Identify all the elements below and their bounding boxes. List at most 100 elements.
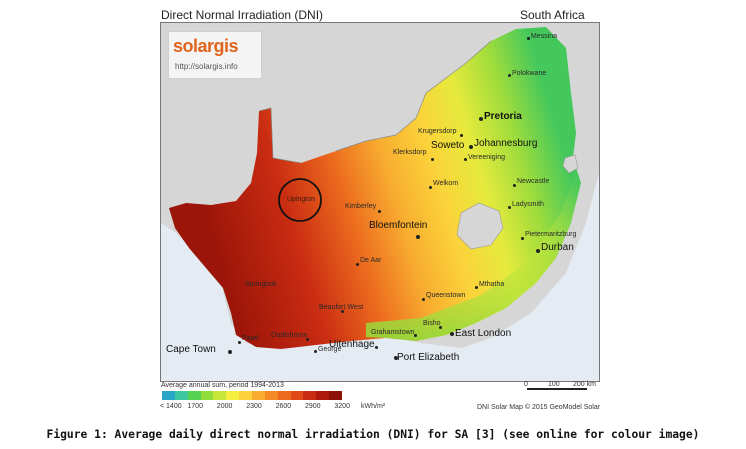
- city-paarl: Paarl: [242, 335, 259, 342]
- city-dot: [460, 134, 463, 137]
- legend-tick-label: 2900: [305, 403, 321, 410]
- legend-tick-label: 2000: [216, 403, 233, 410]
- south-africa-area: [169, 27, 581, 349]
- legend-swatch: [264, 391, 278, 400]
- city-ladysmith: Ladysmith: [512, 201, 544, 208]
- city-upington: Upington: [287, 196, 316, 203]
- map-canvas: [161, 23, 599, 381]
- city-george: George: [318, 346, 342, 353]
- city-dot: [306, 338, 309, 341]
- city-beaufort-west: Beaufort West: [319, 304, 364, 311]
- city-cape-town: Cape Town: [166, 344, 216, 355]
- upington-circle-marker: [278, 178, 322, 222]
- city-vereeniging: Vereeniging: [468, 154, 505, 161]
- scale-label-100: 100: [548, 381, 560, 388]
- legend-tick-label: 1700: [187, 403, 203, 410]
- city-dot: [414, 334, 417, 337]
- legend-swatch: [329, 391, 343, 400]
- city-uitenhage: Uitenhage: [329, 339, 375, 350]
- city-dot: [375, 346, 378, 349]
- legend-swatch: [162, 391, 175, 400]
- scale-bar: [527, 388, 587, 390]
- city-newcastle: Newcastle: [517, 178, 550, 185]
- city-dot: [356, 263, 359, 266]
- figure-caption: Figure 1: Average daily direct normal ir…: [46, 428, 700, 441]
- legend-title: Average annual sum, period 1994-2013: [161, 382, 284, 389]
- city-pretoria: Pretoria: [484, 111, 522, 122]
- map-region-label: South Africa: [520, 8, 585, 22]
- city-bloemfontein: Bloemfontein: [369, 220, 428, 231]
- city-mthatha: Mthatha: [479, 281, 505, 288]
- legend-tick-label: < 1400: [160, 403, 182, 410]
- legend-tick-label: 2300: [246, 403, 262, 410]
- city-dot: [513, 184, 516, 187]
- solargis-url: http://solargis.info: [175, 62, 238, 71]
- dni-map: solargis http://solargis.info Messina Po…: [160, 22, 600, 382]
- city-dot: [378, 210, 381, 213]
- city-dot: [341, 310, 344, 313]
- city-dot: [314, 350, 317, 353]
- city-dot: [536, 249, 540, 253]
- city-dot: [527, 37, 530, 40]
- legend-color-bar: [162, 391, 343, 400]
- city-oudtshoorn: Oudtshoorn: [271, 332, 308, 339]
- legend-ticks: < 1400 1700 2000 2300 2600 2900 3200 kWh/m²: [157, 403, 397, 413]
- legend-swatch: [290, 391, 304, 400]
- map-credit: DNI Solar Map © 2015 GeoModel Solar: [477, 404, 601, 411]
- city-dot: [394, 356, 398, 360]
- legend-tick-label: 2600: [275, 403, 292, 410]
- scale-label-200: 200 km: [573, 381, 596, 388]
- city-dot: [450, 332, 454, 336]
- legend-swatch: [213, 391, 227, 400]
- city-krugersdorp: Krugersdorp: [418, 128, 457, 135]
- legend-swatch: [316, 391, 330, 400]
- legend-swatch: [303, 391, 317, 400]
- city-springbok: Springbok: [245, 281, 277, 288]
- city-dot: [508, 74, 511, 77]
- city-klerksdorp: Klerksdorp: [393, 149, 427, 156]
- city-messina: Messina: [531, 33, 558, 40]
- botswana-border: [335, 40, 492, 152]
- city-dot: [238, 341, 241, 344]
- city-queenstown: Queenstown: [426, 292, 466, 299]
- scale-label-0: 0: [524, 381, 528, 388]
- city-dot: [469, 145, 473, 149]
- legend-swatch: [200, 391, 214, 400]
- city-durban: Durban: [541, 242, 574, 253]
- city-dot: [228, 350, 232, 354]
- city-dot: [439, 326, 442, 329]
- legend-swatch: [277, 391, 291, 400]
- city-dot: [422, 298, 425, 301]
- legend-unit: kWh/m²: [361, 403, 386, 410]
- city-polokwane: Polokwane: [512, 70, 547, 77]
- legend-swatch: [226, 391, 240, 400]
- city-port-elizabeth: Port Elizabeth: [397, 352, 460, 363]
- city-soweto: Soweto: [431, 140, 465, 151]
- legend-swatch: [239, 391, 253, 400]
- city-dot: [464, 158, 467, 161]
- city-de-aar: De Aar: [360, 257, 382, 264]
- city-welkom: Welkom: [433, 180, 459, 187]
- solargis-logo: solargis http://solargis.info: [168, 31, 262, 79]
- solargis-brand: solargis: [173, 36, 239, 56]
- city-pietermaritzburg: Pietermaritzburg: [525, 231, 577, 238]
- namibia-border: [258, 107, 302, 164]
- city-dot: [429, 186, 432, 189]
- legend-tick-label: 3200: [334, 403, 350, 410]
- ocean: [161, 173, 599, 381]
- city-dot: [508, 206, 511, 209]
- city-east-london: East London: [455, 328, 512, 339]
- city-dot: [479, 117, 483, 121]
- legend-swatch: [252, 391, 265, 400]
- city-dot: [521, 237, 524, 240]
- swaziland: [562, 154, 579, 174]
- city-dot: [416, 235, 420, 239]
- city-dot: [475, 286, 478, 289]
- coastal-band: [366, 173, 581, 341]
- city-dot: [431, 158, 434, 161]
- city-johannesburg: Johannesburg: [474, 138, 538, 149]
- legend-swatch: [187, 391, 201, 400]
- city-bisho: Bisho: [423, 320, 441, 327]
- city-kimberley: Kimberley: [345, 203, 377, 210]
- map-title: Direct Normal Irradiation (DNI): [161, 8, 324, 22]
